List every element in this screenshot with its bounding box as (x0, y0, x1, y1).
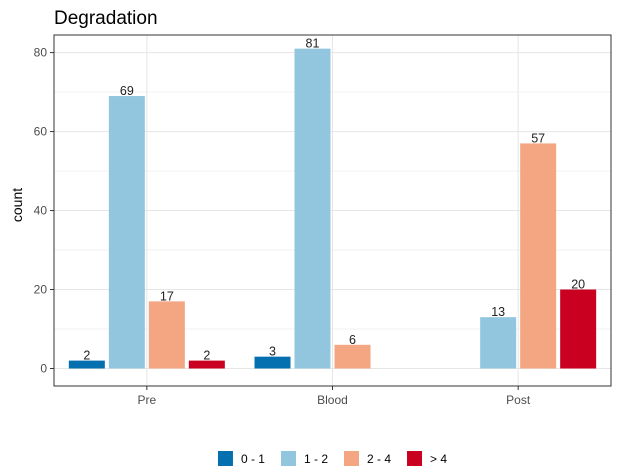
x-tick-label: Post (506, 393, 531, 407)
bar (68, 360, 105, 369)
legend-key (344, 451, 359, 466)
plot-border (53, 34, 612, 387)
legend-key (280, 451, 296, 466)
legend-label: 2 - 4 (367, 452, 391, 466)
legend-label: 0 - 1 (241, 452, 265, 466)
bar (560, 289, 597, 369)
data-label: 2 (203, 349, 210, 363)
y-tick-label: 80 (34, 46, 48, 60)
plot-area: 0 20 40 60 80 2 69 17 2 Pre 3 81 6 Blood 13 57 20 Post (34, 34, 612, 407)
bar (188, 360, 225, 369)
data-label: 81 (306, 37, 320, 51)
bar (520, 143, 557, 369)
data-label: 69 (120, 84, 134, 98)
legend: 0 - 1 1 - 2 2 - 4 > 4 (217, 451, 447, 466)
y-axis-label: count (9, 188, 25, 222)
bar (254, 356, 291, 369)
legend-label: > 4 (430, 452, 447, 466)
y-tick-label: 0 (40, 362, 47, 376)
legend-label: 1 - 2 (304, 452, 328, 466)
legend-key (217, 451, 233, 466)
bar (294, 48, 331, 369)
bar (148, 301, 185, 369)
data-label: 57 (531, 131, 545, 145)
x-tick-label: Pre (137, 393, 156, 407)
data-label: 2 (83, 349, 90, 363)
chart-title: Degradation (54, 8, 158, 29)
y-tick-label: 60 (34, 125, 48, 139)
legend-key (407, 451, 423, 466)
y-tick-label: 20 (34, 283, 48, 297)
bar (480, 317, 517, 369)
bar (334, 344, 371, 369)
data-label: 3 (269, 345, 276, 359)
data-label: 13 (491, 305, 505, 319)
x-tick-label: Blood (317, 393, 348, 407)
data-label: 6 (349, 333, 356, 347)
y-tick-label: 40 (34, 204, 48, 218)
data-label: 17 (160, 289, 174, 303)
bar (108, 96, 145, 369)
data-label: 20 (571, 278, 585, 292)
